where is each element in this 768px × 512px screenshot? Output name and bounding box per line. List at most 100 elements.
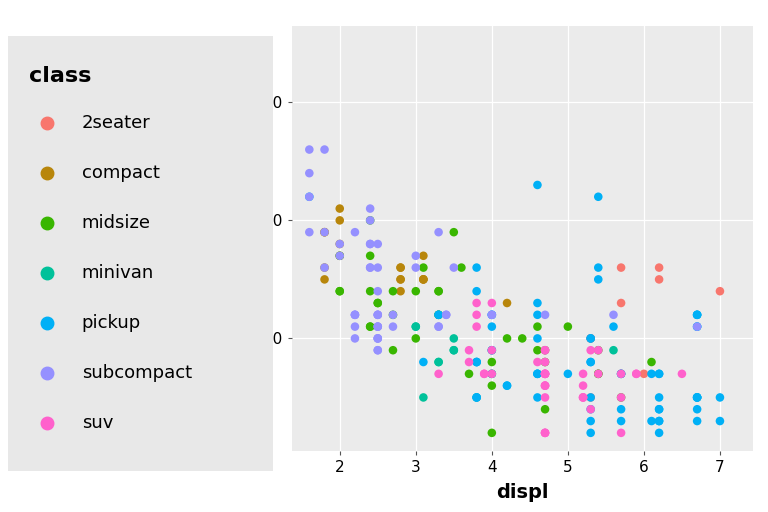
Point [577,393,589,401]
Point [584,334,597,343]
Point [691,323,703,331]
Point [485,311,498,319]
Point [653,405,665,413]
Point [615,417,627,425]
Point [319,264,331,272]
Point [372,311,384,319]
Point [607,323,620,331]
Point [364,252,376,260]
Point [448,264,460,272]
Point [584,346,597,354]
Point [417,393,429,401]
Text: minivan: minivan [82,264,154,282]
Point [333,204,346,212]
Point [417,264,429,272]
Point [516,334,528,343]
Point [531,370,544,378]
Point [372,287,384,295]
Point [577,370,589,378]
Point [471,358,483,366]
Point [485,346,498,354]
Point [584,429,597,437]
Point [485,299,498,307]
Point [531,323,544,331]
Point [372,311,384,319]
Point [631,370,643,378]
Point [432,228,445,236]
Point [485,346,498,354]
Point [319,228,331,236]
Point [592,264,604,272]
Point [387,311,399,319]
Point [448,228,460,236]
Point [372,299,384,307]
Point [440,311,452,319]
Point [645,370,657,378]
Point [539,370,551,378]
Point [319,228,331,236]
Point [372,346,384,354]
Point [485,311,498,319]
Point [584,393,597,401]
Point [319,275,331,284]
Point [372,346,384,354]
Point [485,381,498,390]
Point [539,358,551,366]
Point [592,370,604,378]
Point [364,240,376,248]
Point [349,334,361,343]
Point [584,334,597,343]
Point [539,393,551,401]
Point [417,358,429,366]
Point [333,252,346,260]
Point [395,264,407,272]
Point [471,299,483,307]
Point [539,370,551,378]
Point [691,323,703,331]
Point [615,370,627,378]
Point [364,323,376,331]
Point [645,417,657,425]
Point [409,264,422,272]
Point [432,311,445,319]
Point [387,346,399,354]
Point [531,370,544,378]
Point [584,334,597,343]
Point [471,393,483,401]
Point [691,417,703,425]
Point [691,393,703,401]
Point [615,429,627,437]
Point [303,193,316,201]
Point [417,252,429,260]
Point [531,311,544,319]
Point [333,287,346,295]
Point [303,169,316,177]
Point [485,370,498,378]
Point [387,287,399,295]
Point [485,429,498,437]
Point [364,216,376,224]
Point [432,287,445,295]
Point [440,311,452,319]
Point [372,323,384,331]
Point [364,240,376,248]
Point [691,311,703,319]
Point [471,393,483,401]
Point [372,334,384,343]
Point [372,323,384,331]
Point [303,228,316,236]
Point [531,299,544,307]
Point [584,358,597,366]
Point [409,334,422,343]
Point [691,323,703,331]
Point [691,393,703,401]
Point [615,393,627,401]
Point [417,275,429,284]
Point [615,370,627,378]
Point [372,299,384,307]
Point [372,334,384,343]
Text: compact: compact [82,164,160,182]
Point [432,287,445,295]
Point [531,358,544,366]
Point [539,311,551,319]
